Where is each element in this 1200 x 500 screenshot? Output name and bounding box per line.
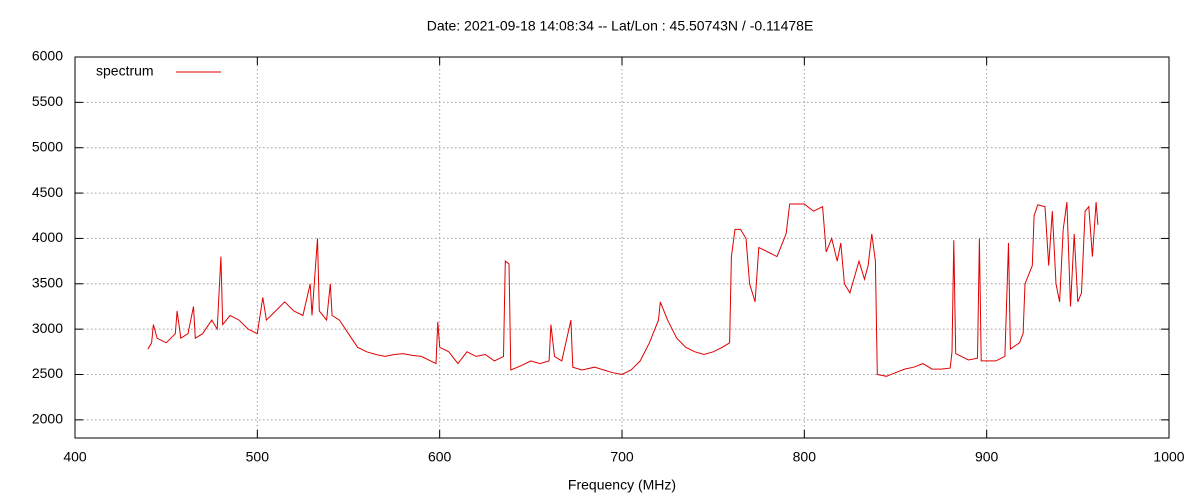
y-tick-label: 4500	[32, 184, 63, 200]
x-tick-label: 500	[246, 449, 270, 465]
spectrum-line	[147, 202, 1099, 377]
x-tick-label: 600	[428, 449, 452, 465]
x-axis-label: Frequency (MHz)	[568, 477, 676, 493]
y-tick-label: 3000	[32, 320, 63, 336]
y-tick-label: 2500	[32, 365, 63, 381]
legend-label: spectrum	[96, 63, 154, 79]
y-tick-label: 5000	[32, 138, 63, 154]
x-tick-label: 900	[975, 449, 999, 465]
plot-border	[74, 56, 1170, 439]
x-tick-label: 800	[793, 449, 817, 465]
y-tick-label: 5500	[32, 93, 63, 109]
x-tick-label: 400	[63, 449, 87, 465]
chart-title: Date: 2021-09-18 14:08:34 -- Lat/Lon : 4…	[427, 18, 814, 34]
y-tick-label: 3500	[32, 274, 63, 290]
y-tick-label: 4000	[32, 229, 63, 245]
y-tick-label: 2000	[32, 411, 63, 427]
y-tick-label: 6000	[32, 48, 63, 64]
x-tick-label: 1000	[1153, 449, 1184, 465]
x-tick-label: 700	[610, 449, 634, 465]
